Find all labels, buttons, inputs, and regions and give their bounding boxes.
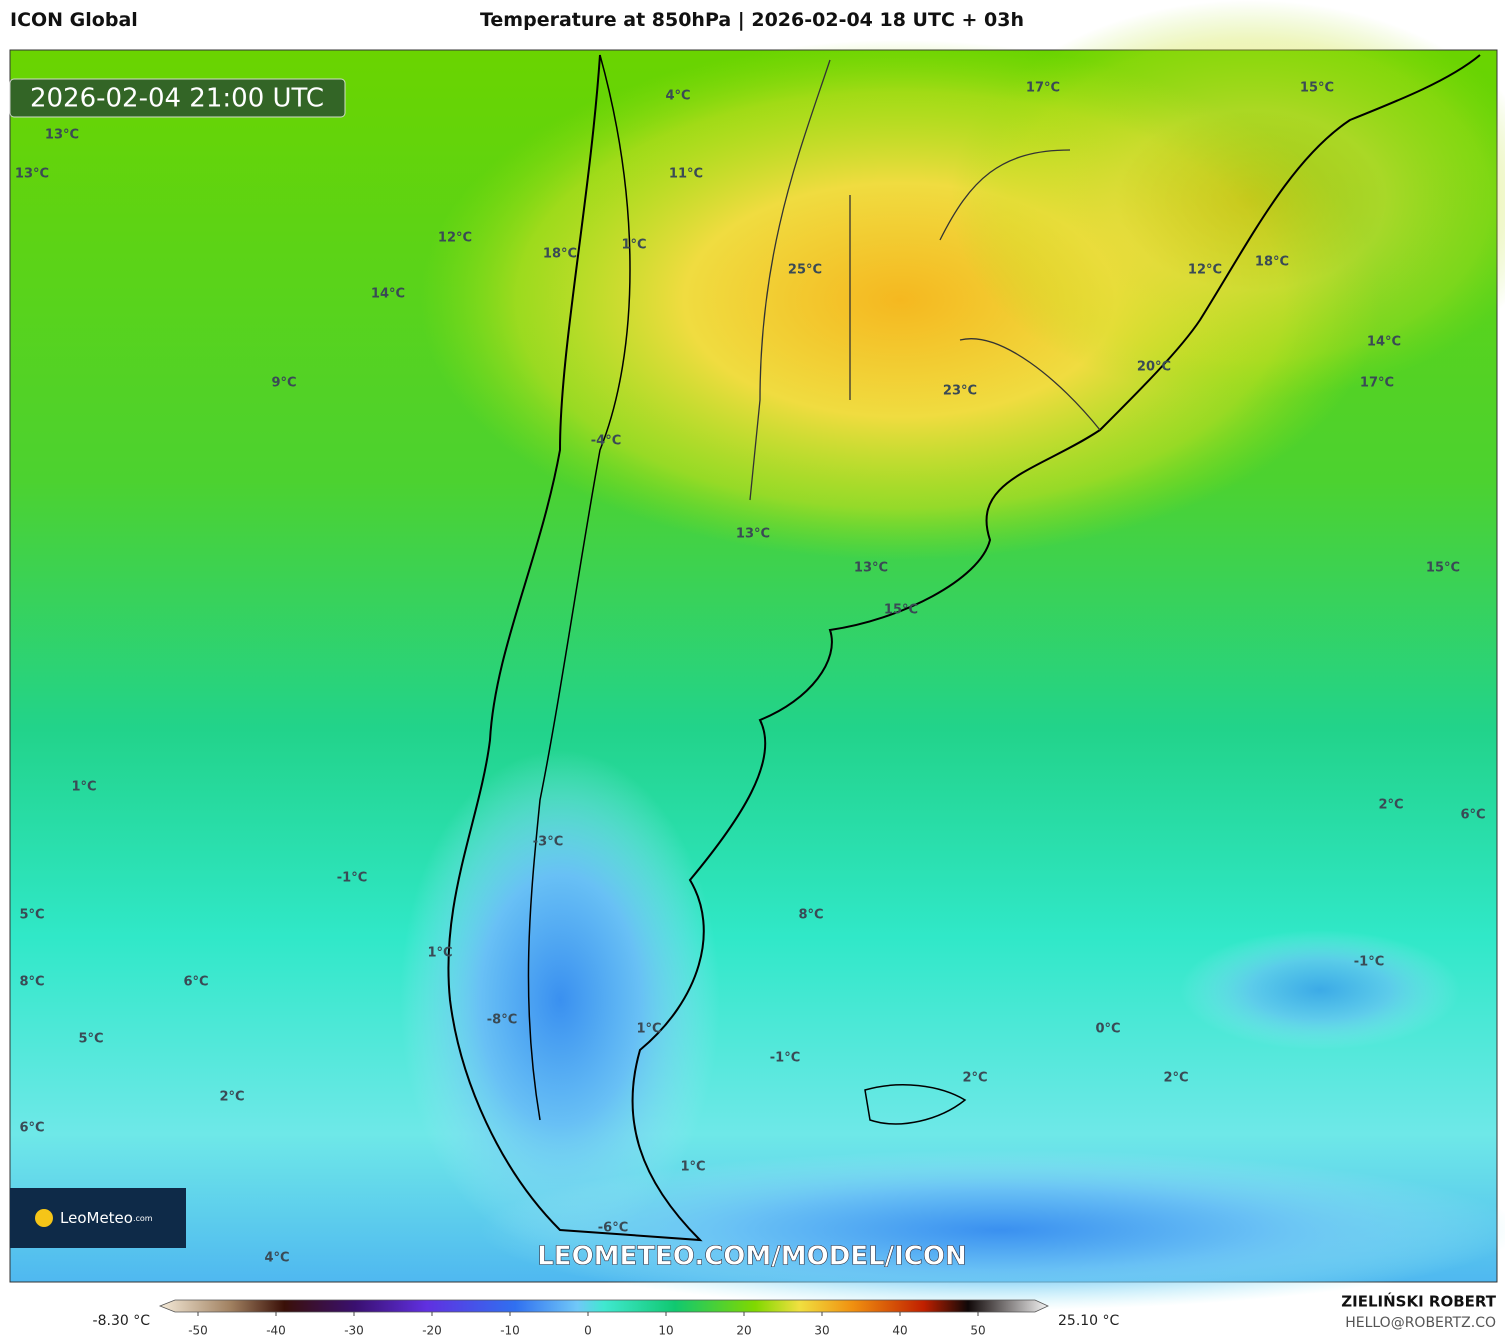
- island: [864, 1084, 967, 1125]
- timestamp: 2026-02-04 21:00 UTC: [30, 84, 324, 114]
- temperature-label: 23°C: [943, 384, 977, 399]
- temperature-label: 17°C: [1026, 81, 1060, 96]
- temperature-label: 18°C: [1255, 255, 1289, 270]
- temperature-label: 12°C: [1188, 263, 1222, 278]
- colorbar-tick-label: 50: [970, 1324, 985, 1338]
- border: [527, 54, 631, 1121]
- temperature-label: 11°C: [669, 167, 703, 182]
- temperature-label: 1°C: [71, 780, 96, 795]
- temperature-label: 14°C: [371, 287, 405, 302]
- temperature-label: 12°C: [438, 231, 472, 246]
- temperature-label: 2°C: [962, 1071, 987, 1086]
- credit-email: HELLO@ROBERTZ.CO: [1345, 1315, 1496, 1331]
- logo-suffix: .com: [133, 1214, 153, 1223]
- temperature-label: 13°C: [45, 128, 79, 143]
- temperature-label: 15°C: [1426, 561, 1460, 576]
- timestamp-box: [9, 78, 346, 118]
- temperature-label: -1°C: [1354, 955, 1384, 970]
- colorbar-min: -8.30 °C: [93, 1313, 151, 1329]
- temperature-label: -4°C: [591, 434, 621, 449]
- temperature-label: 5°C: [19, 908, 44, 923]
- colorbar-tick-label: -40: [266, 1324, 286, 1338]
- colorbar-tick-label: -10: [500, 1324, 520, 1338]
- temperature-label: 15°C: [1300, 81, 1334, 96]
- colorbar-tick-label: 20: [736, 1324, 751, 1338]
- cold-region: [480, 1150, 1505, 1310]
- temperature-label: 17°C: [1360, 376, 1394, 391]
- watermark: LEOMETEO.COM/MODEL/ICON: [537, 1242, 967, 1272]
- coastline: [447, 54, 1481, 1242]
- colorbar-tick-label: -30: [344, 1324, 364, 1338]
- colorbar-ramp: [158, 1299, 1049, 1313]
- temperature-label: 2°C: [1378, 798, 1403, 813]
- temperature-label: 1°C: [621, 238, 646, 253]
- border: [749, 59, 1101, 501]
- temperature-label: 6°C: [183, 975, 208, 990]
- temperature-label: 8°C: [798, 908, 823, 923]
- temperature-label: 1°C: [427, 946, 452, 961]
- temperature-label: 18°C: [543, 247, 577, 262]
- temperature-label: 8°C: [19, 975, 44, 990]
- colorbar-tick-label: -50: [188, 1324, 208, 1338]
- temperature-label: 1°C: [680, 1160, 705, 1175]
- temperature-label: 2°C: [219, 1090, 244, 1105]
- temperature-label: 13°C: [854, 561, 888, 576]
- logo-name: LeoMeteo: [60, 1209, 133, 1227]
- temperature-label: 25°C: [788, 263, 822, 278]
- temperature-label: 0°C: [1095, 1022, 1120, 1037]
- temperature-label: -1°C: [337, 871, 367, 886]
- map-area: 13°C 13°C 12°C 18°C 14°C 9°C 4°C 11°C 1°C 25°C -4°…: [9, 0, 1505, 1310]
- temperature-label: 15°C: [884, 603, 918, 618]
- temperature-label: 2°C: [1163, 1071, 1188, 1086]
- logo-sun: [35, 1209, 53, 1227]
- temperature-label: 5°C: [78, 1032, 103, 1047]
- temperature-label: 13°C: [736, 527, 770, 542]
- temperature-label: 9°C: [271, 376, 296, 391]
- temperature-labels: 13°C 13°C 12°C 18°C 14°C 9°C 4°C 11°C 1°C 25°C -4°…: [15, 81, 1486, 1266]
- colorbar: -8.30 °C 25.10 °C -50 -40 -30 -20 -10 0 10 20 30…: [93, 1299, 1120, 1338]
- cold-region: [1180, 930, 1460, 1050]
- temperature-label: 4°C: [665, 89, 690, 104]
- temperature-label: 13°C: [15, 167, 49, 182]
- temperature-label: -6°C: [598, 1221, 628, 1236]
- temperature-label: -3°C: [533, 835, 563, 850]
- logo-text: LeoMeteo.com: [60, 1209, 153, 1227]
- temperature-label: 6°C: [1460, 808, 1485, 823]
- model-name: ICON Global: [10, 9, 138, 31]
- colorbar-tick-label: 40: [892, 1324, 907, 1338]
- colorbar-tick-label: 30: [814, 1324, 829, 1338]
- colorbar-tick-label: 0: [584, 1324, 592, 1338]
- colorbar-tick-label: -20: [422, 1324, 442, 1338]
- temperature-label: -8°C: [487, 1013, 517, 1028]
- temperature-label: 4°C: [264, 1251, 289, 1266]
- temperature-label: 6°C: [19, 1121, 44, 1136]
- temperature-label: 20°C: [1137, 360, 1171, 375]
- temperature-label: -1°C: [770, 1051, 800, 1066]
- colorbar-max: 25.10 °C: [1058, 1313, 1120, 1329]
- temperature-label: 14°C: [1367, 335, 1401, 350]
- cold-region: [400, 750, 720, 1250]
- colorbar-tick-label: 10: [658, 1324, 673, 1338]
- warm-region: [950, 0, 1505, 400]
- temperature-label: 1°C: [636, 1022, 661, 1037]
- credit-author: ZIELIŃSKI ROBERT: [1341, 1292, 1496, 1311]
- map-title: Temperature at 850hPa | 2026-02-04 18 UT…: [480, 9, 1024, 31]
